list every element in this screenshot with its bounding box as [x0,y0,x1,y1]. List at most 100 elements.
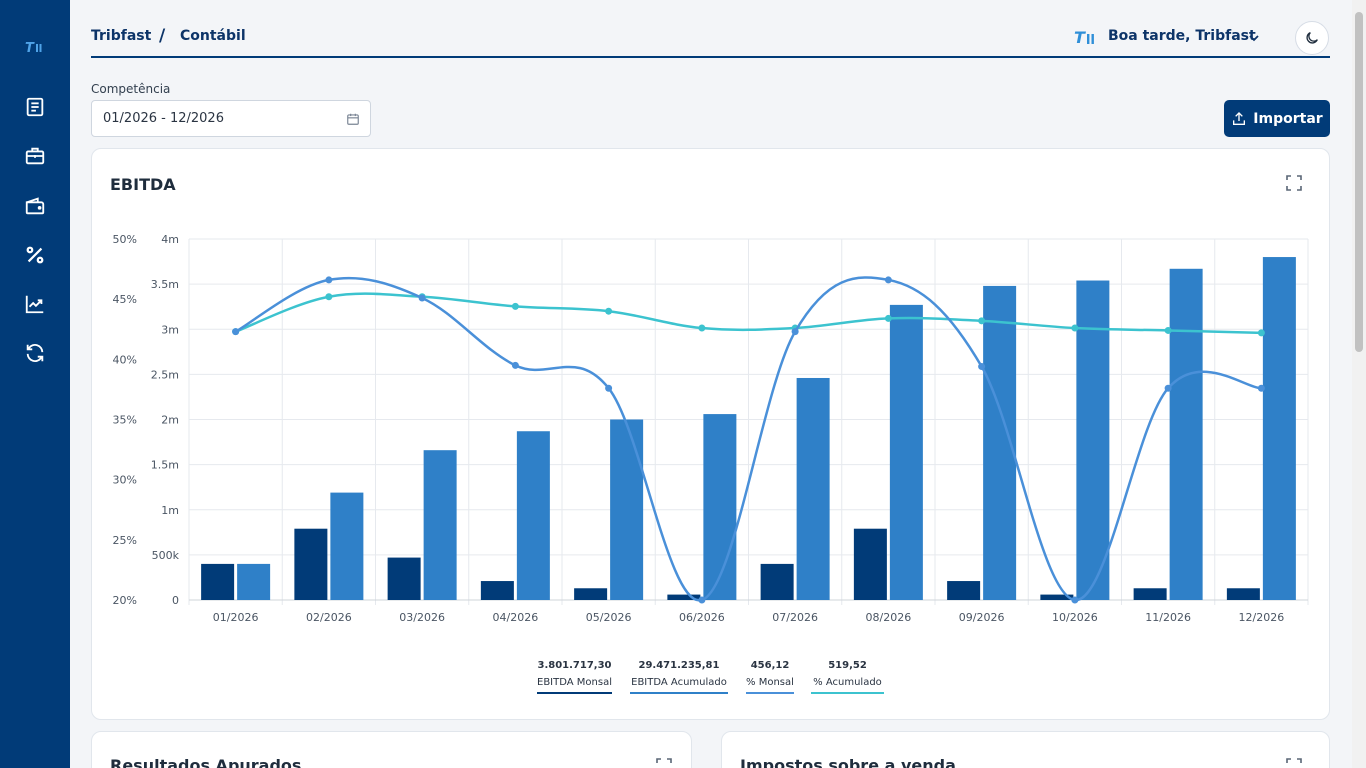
legend-label: % Acumulado [811,677,884,694]
upload-icon [1233,111,1246,125]
tribfast-logo[interactable]: T [24,38,46,56]
y-right-tick-label: 20% [113,594,137,607]
competencia-label: Competência [91,82,171,96]
y-left-tick-label: 3m [161,323,179,336]
bar-ebitda-mensal [294,528,328,600]
svg-text:T: T [1074,28,1086,47]
legend-value: 519,52 [828,660,867,671]
breadcrumb-contabil[interactable]: Contábil [180,28,246,44]
line-percent-acumulado [235,292,1262,335]
x-tick-label: 03/2026 [399,611,445,624]
resultados-apurados-card: Resultados Apurados [91,731,692,768]
bar-ebitda-acumulado [889,304,923,600]
legend-label: EBITDA Monsal [537,677,612,694]
line-percent-mensal [235,276,1262,602]
ebitda-card: EBITDA 0 500k 1m 1.5m 2m 2.5m 3m 3.5m 4m 20% 25% 30… [91,148,1330,720]
bar-ebitda-mensal [667,594,701,600]
legend-label: % Monsal [746,677,794,694]
legend-ebitda-mensal[interactable]: 3.801.717,30 EBITDA Monsal [537,660,612,694]
line-percent-mensal-point [325,276,333,284]
y-left-tick-label: 2m [161,414,179,427]
bar-ebitda-acumulado [796,377,830,600]
competencia-value: 01/2026 - 12/2026 [103,111,224,126]
legend-value: 456,12 [750,660,790,671]
page-scrollbar[interactable] [1352,0,1366,768]
line-percent-acumulado-point [605,307,613,315]
bar-ebitda-mensal [480,581,514,600]
line-percent-mensal-point [605,384,613,392]
wallet-icon[interactable] [23,194,47,218]
bar-ebitda-mensal [1133,588,1167,600]
line-percent-acumulado-point [978,317,986,325]
book-icon[interactable] [23,95,47,119]
expand-icon[interactable] [656,758,672,768]
bar-ebitda-acumulado [1262,257,1296,600]
y-left-tick-label: 4m [161,233,179,246]
line-percent-mensal-point [884,276,892,284]
x-tick-label: 08/2026 [866,611,912,624]
user-greeting[interactable]: Boa tarde, Tribfast [1108,28,1256,44]
bar-ebitda-acumulado [237,563,271,600]
line-percent-mensal-point [978,363,986,371]
y-left-tick-label: 1.5m [151,459,179,472]
bar-ebitda-acumulado [703,414,737,600]
bar-ebitda-acumulado [330,492,364,600]
line-percent-acumulado-point [1071,324,1079,332]
bar-ebitda-acumulado [1076,280,1110,600]
theme-toggle-button[interactable] [1295,21,1329,55]
competencia-date-range-input[interactable]: 01/2026 - 12/2026 [91,100,371,137]
line-percent-mensal-point [1257,384,1265,392]
bar-ebitda-mensal [853,528,887,600]
legend-ebitda-acumulado[interactable]: 29.471.235,81 EBITDA Acumulado [630,660,728,694]
svg-text:T: T [25,41,35,56]
bar-ebitda-mensal [1040,594,1074,600]
top-header: Tribfast / Contábil T Boa tarde, Tribfas… [91,0,1330,58]
calendar-icon[interactable] [346,112,360,126]
y-right-tick-label: 50% [113,233,137,246]
scrollbar-thumb[interactable] [1355,12,1363,352]
legend-value: 29.471.235,81 [638,660,720,671]
x-tick-label: 06/2026 [679,611,725,624]
chevron-down-icon[interactable] [1248,32,1260,44]
breadcrumb-tribfast[interactable]: Tribfast [91,28,152,44]
bar-ebitda-mensal [201,563,235,600]
chart-trend-icon[interactable] [23,292,47,316]
refresh-icon[interactable] [23,341,47,365]
company-logo-icon: T [1074,28,1094,47]
bar-ebitda-mensal [574,588,608,600]
expand-icon[interactable] [1286,175,1302,191]
line-percent-mensal-point [791,328,799,336]
ebitda-title: EBITDA [110,175,176,194]
x-tick-label: 12/2026 [1239,611,1285,624]
y-right-tick-label: 25% [113,534,137,547]
x-tick-label: 04/2026 [493,611,539,624]
import-button[interactable]: Importar [1224,100,1330,137]
y-right-tick-label: 40% [113,353,137,366]
line-percent-acumulado-point [884,314,892,322]
line-percent-mensal-point [232,328,240,336]
resultados-apurados-title: Resultados Apurados [110,756,302,768]
line-percent-acumulado-point [1257,329,1265,337]
bar-ebitda-acumulado [423,450,457,600]
x-tick-label: 10/2026 [1052,611,1098,624]
line-percent-acumulado-point [698,324,706,332]
line-percent-mensal-point [1164,384,1172,392]
briefcase-icon[interactable] [23,144,47,168]
expand-icon[interactable] [1286,758,1302,768]
bar-ebitda-mensal [1226,588,1260,600]
percent-icon[interactable] [23,243,47,267]
legend-value: 3.801.717,30 [537,660,612,671]
y-left-tick-label: 3.5m [151,278,179,291]
line-percent-mensal-point [511,361,519,369]
moon-icon [1306,32,1318,44]
line-percent-mensal-point [418,294,426,302]
bar-ebitda-acumulado [610,419,644,600]
x-tick-label: 09/2026 [959,611,1005,624]
y-left-tick-label: 0 [172,594,179,607]
breadcrumb-separator: / [159,26,166,46]
y-right-tick-label: 35% [113,414,137,427]
bar-ebitda-acumulado [1169,268,1203,600]
legend-percent-acumulado[interactable]: 519,52 % Acumulado [811,660,884,694]
y-right-tick-label: 30% [113,474,137,487]
legend-percent-mensal[interactable]: 456,12 % Monsal [746,660,794,694]
